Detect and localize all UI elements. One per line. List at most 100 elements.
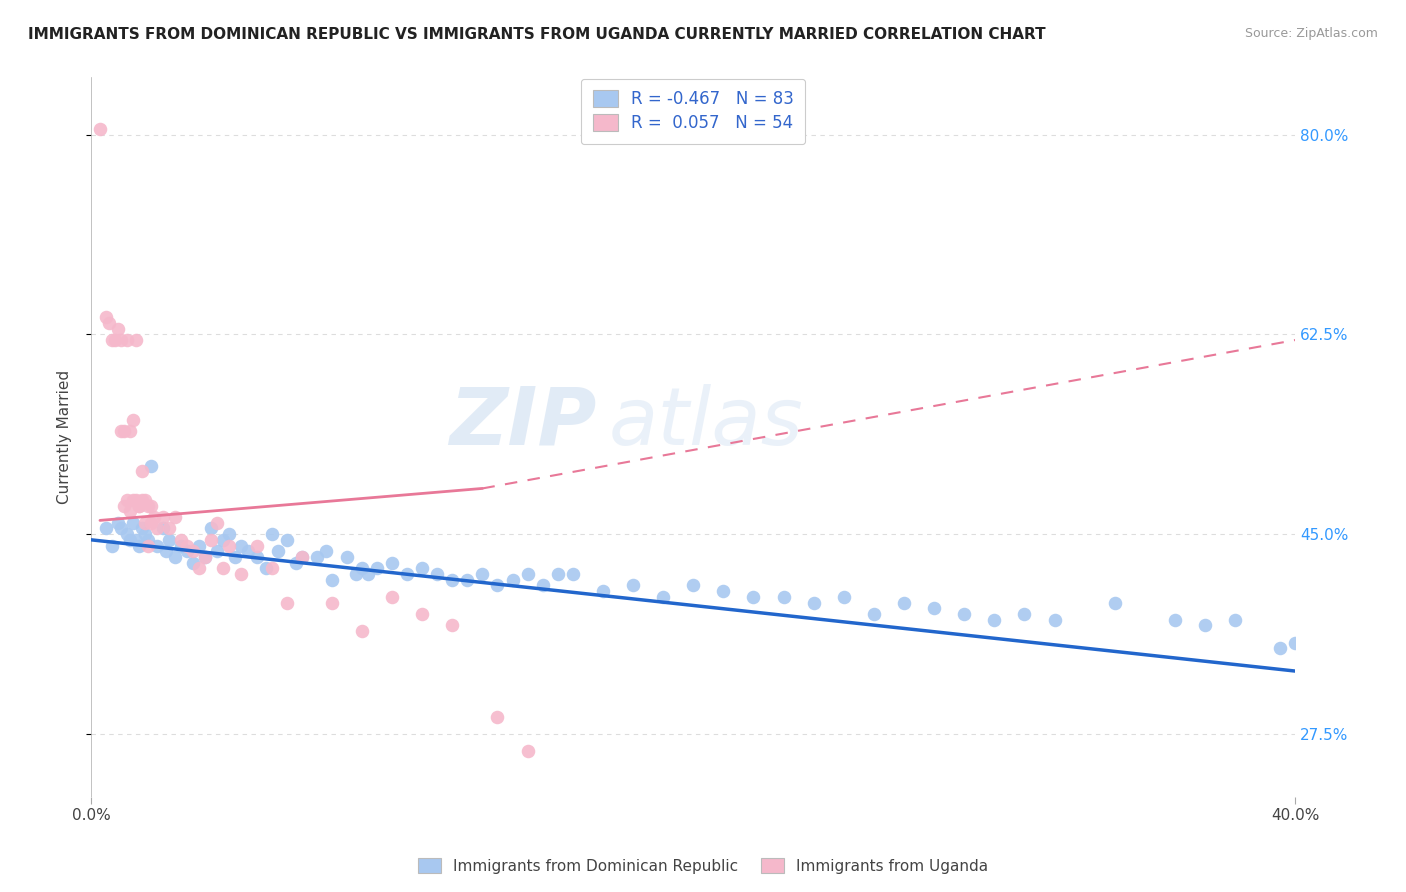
Legend: R = -0.467   N = 83, R =  0.057   N = 54: R = -0.467 N = 83, R = 0.057 N = 54 bbox=[581, 78, 806, 145]
Point bbox=[863, 607, 886, 621]
Point bbox=[531, 578, 554, 592]
Point bbox=[486, 578, 509, 592]
Point bbox=[344, 567, 367, 582]
Point bbox=[547, 567, 569, 582]
Point bbox=[350, 561, 373, 575]
Point bbox=[188, 539, 211, 553]
Point bbox=[426, 567, 449, 582]
Text: IMMIGRANTS FROM DOMINICAN REPUBLIC VS IMMIGRANTS FROM UGANDA CURRENTLY MARRIED C: IMMIGRANTS FROM DOMINICAN REPUBLIC VS IM… bbox=[28, 27, 1046, 42]
Point bbox=[143, 510, 166, 524]
Point bbox=[176, 539, 198, 553]
Point bbox=[291, 549, 314, 564]
Point bbox=[115, 527, 138, 541]
Point bbox=[152, 521, 174, 535]
Point bbox=[266, 544, 288, 558]
Point bbox=[110, 521, 132, 535]
Point bbox=[381, 590, 404, 604]
Point bbox=[128, 499, 150, 513]
Point bbox=[1330, 664, 1353, 678]
Point bbox=[291, 549, 314, 564]
Point bbox=[1104, 596, 1126, 610]
Point bbox=[682, 578, 704, 592]
Point bbox=[321, 596, 343, 610]
Point bbox=[112, 499, 135, 513]
Point bbox=[122, 492, 145, 507]
Point bbox=[155, 544, 177, 558]
Point bbox=[94, 310, 117, 325]
Point bbox=[141, 499, 163, 513]
Point bbox=[366, 561, 388, 575]
Point bbox=[1014, 607, 1036, 621]
Point bbox=[125, 492, 148, 507]
Point bbox=[152, 510, 174, 524]
Point bbox=[165, 510, 187, 524]
Point bbox=[170, 533, 193, 547]
Point bbox=[411, 561, 433, 575]
Point bbox=[141, 516, 163, 530]
Point bbox=[381, 556, 404, 570]
Point bbox=[502, 573, 524, 587]
Point bbox=[136, 533, 159, 547]
Point bbox=[89, 121, 111, 136]
Point bbox=[181, 556, 204, 570]
Point bbox=[207, 544, 229, 558]
Point bbox=[136, 539, 159, 553]
Point bbox=[128, 499, 150, 513]
Point bbox=[128, 539, 150, 553]
Point bbox=[1299, 647, 1322, 661]
Point bbox=[621, 578, 644, 592]
Point bbox=[245, 549, 267, 564]
Point bbox=[1225, 613, 1247, 627]
Point bbox=[188, 561, 211, 575]
Point bbox=[1043, 613, 1066, 627]
Point bbox=[592, 584, 614, 599]
Point bbox=[486, 710, 509, 724]
Point bbox=[181, 544, 204, 558]
Point bbox=[104, 333, 127, 347]
Point bbox=[120, 504, 142, 518]
Point bbox=[146, 521, 169, 535]
Point bbox=[231, 539, 253, 553]
Point bbox=[254, 561, 277, 575]
Point bbox=[772, 590, 794, 604]
Point bbox=[131, 492, 153, 507]
Point bbox=[194, 549, 217, 564]
Point bbox=[107, 321, 129, 335]
Y-axis label: Currently Married: Currently Married bbox=[58, 370, 72, 504]
Point bbox=[125, 533, 148, 547]
Point bbox=[711, 584, 734, 599]
Point bbox=[561, 567, 583, 582]
Point bbox=[516, 744, 538, 758]
Point bbox=[134, 516, 156, 530]
Point bbox=[212, 561, 235, 575]
Point bbox=[94, 521, 117, 535]
Point bbox=[120, 425, 142, 439]
Point bbox=[953, 607, 976, 621]
Point bbox=[176, 544, 198, 558]
Point bbox=[893, 596, 915, 610]
Point bbox=[411, 607, 433, 621]
Point bbox=[231, 567, 253, 582]
Point bbox=[276, 533, 298, 547]
Point bbox=[125, 333, 148, 347]
Point bbox=[98, 316, 121, 330]
Point bbox=[165, 549, 187, 564]
Point bbox=[120, 533, 142, 547]
Point bbox=[983, 613, 1005, 627]
Point bbox=[110, 425, 132, 439]
Point bbox=[832, 590, 855, 604]
Point bbox=[107, 516, 129, 530]
Point bbox=[276, 596, 298, 610]
Point bbox=[136, 499, 159, 513]
Point bbox=[321, 573, 343, 587]
Point bbox=[260, 527, 283, 541]
Text: atlas: atlas bbox=[609, 384, 804, 462]
Point bbox=[236, 544, 259, 558]
Point bbox=[456, 573, 478, 587]
Text: ZIP: ZIP bbox=[450, 384, 596, 462]
Point bbox=[357, 567, 380, 582]
Point bbox=[652, 590, 675, 604]
Point bbox=[157, 533, 180, 547]
Point bbox=[194, 549, 217, 564]
Point bbox=[101, 333, 124, 347]
